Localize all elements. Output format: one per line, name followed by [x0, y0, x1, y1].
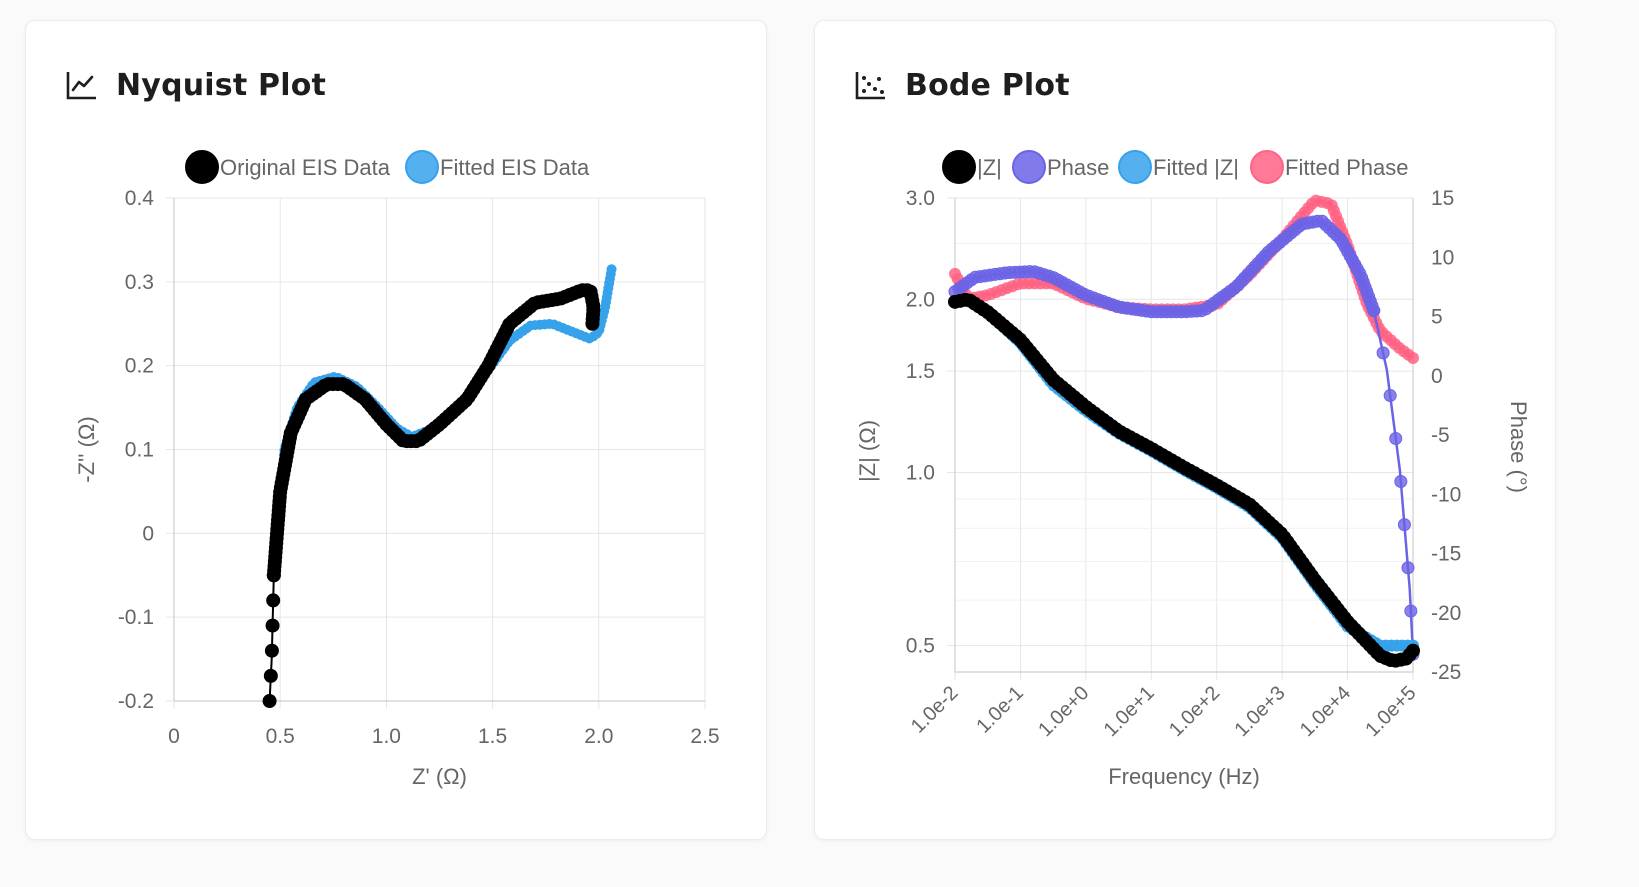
- x-tick-label: 1.0e-2: [907, 682, 963, 738]
- legend-z-label: |Z|: [977, 155, 1002, 180]
- y-tick-label: 0.4: [125, 187, 155, 210]
- phase-point: [1389, 431, 1403, 445]
- bode-chart: 1.0e-2 1.0e-1 1.0e+0 1.0e+1 1.0e+2 1.0e+3 1.0e…: [855, 150, 1531, 789]
- legend-z-swatch: [942, 150, 976, 184]
- phase-point: [1404, 604, 1418, 618]
- y-tick-label: -0.2: [118, 690, 154, 713]
- x-axis-title: Frequency (Hz): [1108, 764, 1260, 789]
- y-tick-label: 0.5: [906, 635, 935, 658]
- x-tick-label: 1.0e+0: [1034, 682, 1093, 741]
- legend-fitted-label: Fitted EIS Data: [440, 155, 590, 180]
- y-tick-label: 0.3: [125, 271, 154, 294]
- y2-tick-label: 15: [1431, 187, 1454, 210]
- scatter-chart-icon: [855, 72, 885, 100]
- original-point: [264, 643, 279, 658]
- y-tick-label: -0.1: [118, 606, 154, 629]
- x-tick-label: 2.5: [690, 725, 719, 748]
- x-tick-label: 1.0e+3: [1230, 682, 1289, 741]
- y2-tick-label: -25: [1431, 661, 1461, 684]
- y2-axis-title: Phase (°): [1506, 401, 1531, 493]
- x-tick-label: 0: [168, 725, 180, 748]
- y2-tick-label: -15: [1431, 543, 1461, 566]
- y2-tick-label: 10: [1431, 246, 1454, 269]
- fitted-phase-point: [1407, 351, 1419, 364]
- x-tick-label: 1.0e+2: [1165, 682, 1224, 741]
- x-tick-label: 1.0: [372, 725, 401, 748]
- nyquist-title-text: Nyquist Plot: [116, 67, 327, 103]
- y2-tick-label: 0: [1431, 365, 1443, 388]
- x-tick-label: 1.0e+5: [1361, 682, 1420, 741]
- y-tick-label: 1.0: [906, 461, 935, 484]
- x-tick-label: 0.5: [266, 725, 295, 748]
- phase-point: [1401, 561, 1415, 575]
- nyquist-chart: 0 0.5 1.0 1.5 2.0 2.5 -0.2 -0.1 0 0.1 0.2 0.3 0.4 Z' …: [74, 150, 720, 789]
- legend-fitted-phase-label: Fitted Phase: [1285, 155, 1409, 180]
- fitted-series-line: [278, 269, 613, 517]
- original-point: [266, 593, 281, 608]
- legend-fitted-phase-swatch: [1250, 150, 1284, 184]
- x-tick-label: 1.5: [478, 725, 507, 748]
- y-tick-label: 0: [142, 522, 154, 545]
- x-tick-label: 1.0e+1: [1100, 682, 1159, 741]
- x-tick-label: 1.0e+4: [1296, 682, 1355, 741]
- y-tick-label: 3.0: [906, 187, 935, 210]
- y-axis-title: -Z'' (Ω): [74, 416, 99, 482]
- legend-fitted-swatch: [405, 150, 439, 184]
- legend-phase-swatch: [1012, 150, 1046, 184]
- y-axis-title: |Z| (Ω): [855, 420, 880, 482]
- x-axis-title: Z' (Ω): [412, 764, 467, 789]
- y-tick-label: 1.5: [906, 360, 935, 383]
- line-chart-icon: [66, 72, 96, 100]
- original-point: [585, 316, 600, 331]
- y2-tick-label: -20: [1431, 602, 1461, 625]
- y-tick-label: 2.0: [906, 288, 935, 311]
- fitted-point: [606, 264, 617, 275]
- bode-title: Bode Plot: [855, 67, 1070, 103]
- nyquist-title: Nyquist Plot: [66, 67, 326, 103]
- legend-phase-label: Phase: [1047, 155, 1109, 180]
- y2-tick-label: -10: [1431, 483, 1461, 506]
- z-point: [1406, 643, 1420, 658]
- legend-original-label: Original EIS Data: [220, 155, 391, 180]
- original-point: [263, 668, 278, 683]
- y2-tick-label: 5: [1431, 306, 1443, 329]
- legend-fitted-z-swatch: [1118, 150, 1152, 184]
- x-tick-label: 1.0e-1: [972, 682, 1028, 738]
- y-tick-label: 0.2: [125, 355, 154, 378]
- bode-title-text: Bode Plot: [905, 67, 1070, 103]
- bode-card: Bode Plot 1.0e-2 1.0e-1 1.0e+0 1.0e+1 1.0e+2…: [814, 20, 1556, 840]
- nyquist-card: Nyquist Plot 0 0.5 1.0 1.5 2.0 2.5 -0.2 -0.1 0 0.…: [25, 20, 767, 840]
- y-tick-label: 0.1: [125, 439, 154, 462]
- y2-tick-label: -5: [1431, 424, 1450, 447]
- legend-original-swatch: [185, 150, 219, 184]
- phase-point: [1376, 346, 1390, 360]
- phase-point: [1397, 518, 1411, 532]
- phase-point: [1367, 304, 1381, 318]
- phase-point: [1394, 474, 1408, 488]
- legend-fitted-z-label: Fitted |Z|: [1153, 155, 1239, 180]
- original-series-line: [268, 289, 595, 702]
- x-tick-label: 2.0: [584, 725, 613, 748]
- original-point: [262, 694, 277, 708]
- phase-point: [1383, 389, 1397, 403]
- original-point: [265, 618, 280, 633]
